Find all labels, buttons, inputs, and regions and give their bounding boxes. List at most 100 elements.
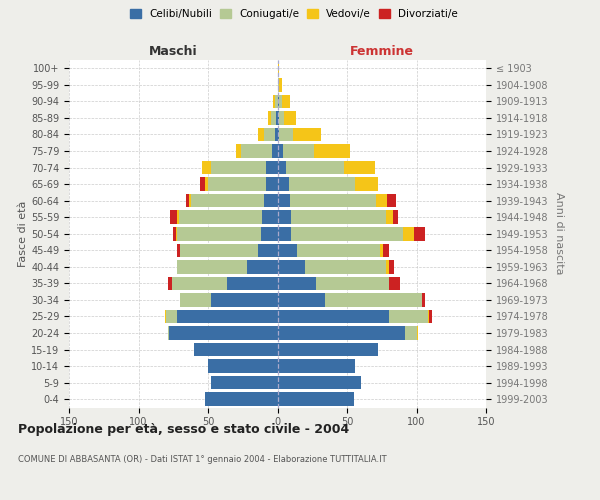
Bar [166, 310, 178, 324]
Bar [261, 227, 277, 240]
Bar [388, 194, 395, 207]
Bar [292, 210, 386, 224]
Bar [179, 210, 262, 224]
Bar [165, 310, 166, 324]
Bar [275, 94, 277, 108]
Bar [276, 111, 277, 124]
Bar [277, 161, 286, 174]
Bar [277, 178, 289, 191]
Bar [180, 293, 211, 306]
Bar [268, 111, 271, 124]
Bar [416, 326, 418, 340]
Bar [283, 144, 314, 158]
Bar [178, 244, 180, 257]
Bar [170, 210, 178, 224]
Bar [316, 276, 389, 290]
Bar [389, 260, 394, 274]
Bar [202, 161, 211, 174]
Bar [258, 128, 263, 141]
Bar [289, 178, 355, 191]
Bar [305, 260, 386, 274]
Bar [266, 161, 277, 174]
Bar [279, 78, 281, 92]
Bar [393, 210, 398, 224]
Bar [277, 78, 279, 92]
Bar [272, 144, 277, 158]
Bar [355, 178, 377, 191]
Bar [205, 178, 208, 191]
Bar [290, 194, 376, 207]
Bar [325, 293, 422, 306]
Bar [176, 227, 178, 240]
Bar [194, 343, 277, 356]
Bar [314, 144, 350, 158]
Text: COMUNE DI ABBASANTA (OR) - Dati ISTAT 1° gennaio 2004 - Elaborazione TUTTITALIA.: COMUNE DI ABBASANTA (OR) - Dati ISTAT 1°… [18, 455, 386, 464]
Bar [274, 94, 275, 108]
Bar [277, 210, 292, 224]
Bar [208, 360, 277, 373]
Bar [277, 62, 279, 75]
Bar [277, 194, 290, 207]
Bar [200, 178, 205, 191]
Bar [380, 244, 383, 257]
Y-axis label: Fasce di età: Fasce di età [18, 200, 28, 267]
Bar [178, 227, 261, 240]
Bar [167, 326, 169, 340]
Bar [178, 260, 247, 274]
Bar [389, 276, 400, 290]
Bar [284, 111, 296, 124]
Bar [344, 161, 375, 174]
Bar [211, 161, 266, 174]
Bar [211, 376, 277, 390]
Bar [277, 260, 305, 274]
Bar [277, 128, 279, 141]
Bar [277, 310, 389, 324]
Bar [167, 276, 172, 290]
Legend: Celibi/Nubili, Coniugati/e, Vedovi/e, Divorziati/e: Celibi/Nubili, Coniugati/e, Vedovi/e, Di… [126, 5, 462, 24]
Bar [279, 111, 284, 124]
Bar [422, 293, 425, 306]
Bar [173, 227, 176, 240]
Bar [277, 343, 377, 356]
Bar [208, 178, 266, 191]
Bar [277, 392, 354, 406]
Bar [263, 128, 275, 141]
Bar [386, 210, 393, 224]
Bar [191, 194, 263, 207]
Bar [169, 326, 277, 340]
Bar [277, 276, 316, 290]
Bar [414, 227, 425, 240]
Bar [277, 326, 406, 340]
Bar [376, 194, 388, 207]
Bar [188, 194, 191, 207]
Bar [271, 111, 276, 124]
Bar [227, 276, 277, 290]
Bar [293, 128, 320, 141]
Bar [236, 144, 241, 158]
Bar [428, 310, 429, 324]
Bar [406, 326, 416, 340]
Bar [277, 144, 283, 158]
Bar [180, 244, 258, 257]
Bar [277, 376, 361, 390]
Bar [389, 310, 428, 324]
Bar [186, 194, 188, 207]
Bar [277, 227, 292, 240]
Text: Maschi: Maschi [149, 44, 197, 58]
Bar [281, 94, 290, 108]
Bar [247, 260, 277, 274]
Bar [279, 128, 293, 141]
Bar [403, 227, 414, 240]
Bar [266, 178, 277, 191]
Bar [386, 260, 389, 274]
Text: Femmine: Femmine [350, 44, 414, 58]
Bar [383, 244, 389, 257]
Bar [277, 244, 297, 257]
Bar [258, 244, 277, 257]
Bar [279, 94, 281, 108]
Bar [205, 392, 277, 406]
Bar [429, 310, 432, 324]
Bar [292, 227, 403, 240]
Bar [286, 161, 344, 174]
Bar [277, 111, 279, 124]
